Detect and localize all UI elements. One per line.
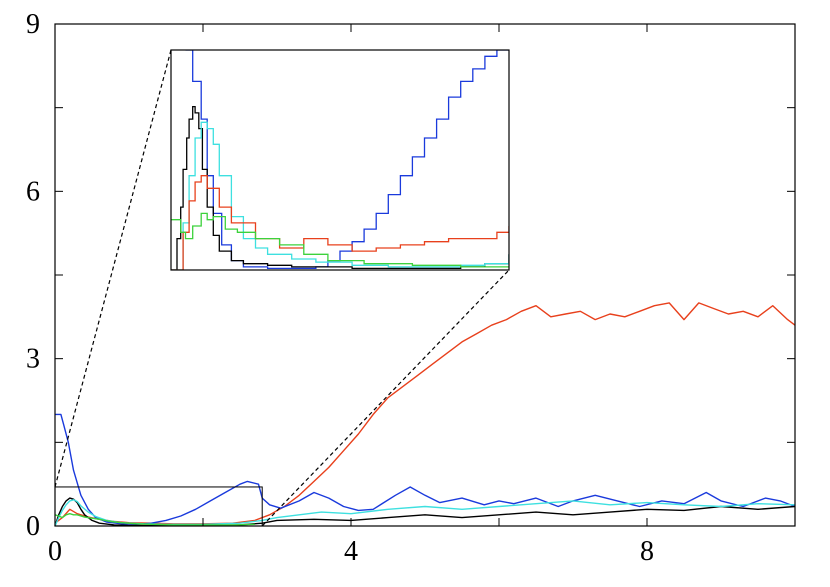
- x-tick-label: 0: [48, 536, 62, 567]
- y-tick-label: 9: [26, 9, 40, 40]
- inset-frame: [170, 49, 510, 271]
- y-tick-label: 0: [26, 511, 40, 542]
- inset-series-line-4: [171, 212, 509, 268]
- inset-series-line-0: [185, 50, 509, 270]
- inset-series-line-1: [171, 105, 509, 270]
- inset-series-group: [171, 50, 509, 270]
- series-line-1: [55, 413, 796, 525]
- zoom-link-line: [261, 269, 510, 527]
- x-tick-label: 4: [344, 536, 358, 567]
- inset-background: [171, 50, 509, 270]
- zoom-link-line: [54, 49, 172, 488]
- y-tick-label: 6: [26, 176, 40, 207]
- y-tick-label: 3: [26, 344, 40, 375]
- inset-layer: [170, 49, 510, 271]
- series-line-4: [54, 513, 255, 526]
- axis-layer: 0 4 8 0 3 6 9: [26, 9, 796, 567]
- inset-series-line-3: [171, 175, 509, 270]
- series-line-0: [54, 302, 796, 525]
- x-tick-label: 8: [640, 536, 654, 567]
- inset-link-layer: [54, 49, 510, 527]
- zoom-source-box: [54, 486, 263, 527]
